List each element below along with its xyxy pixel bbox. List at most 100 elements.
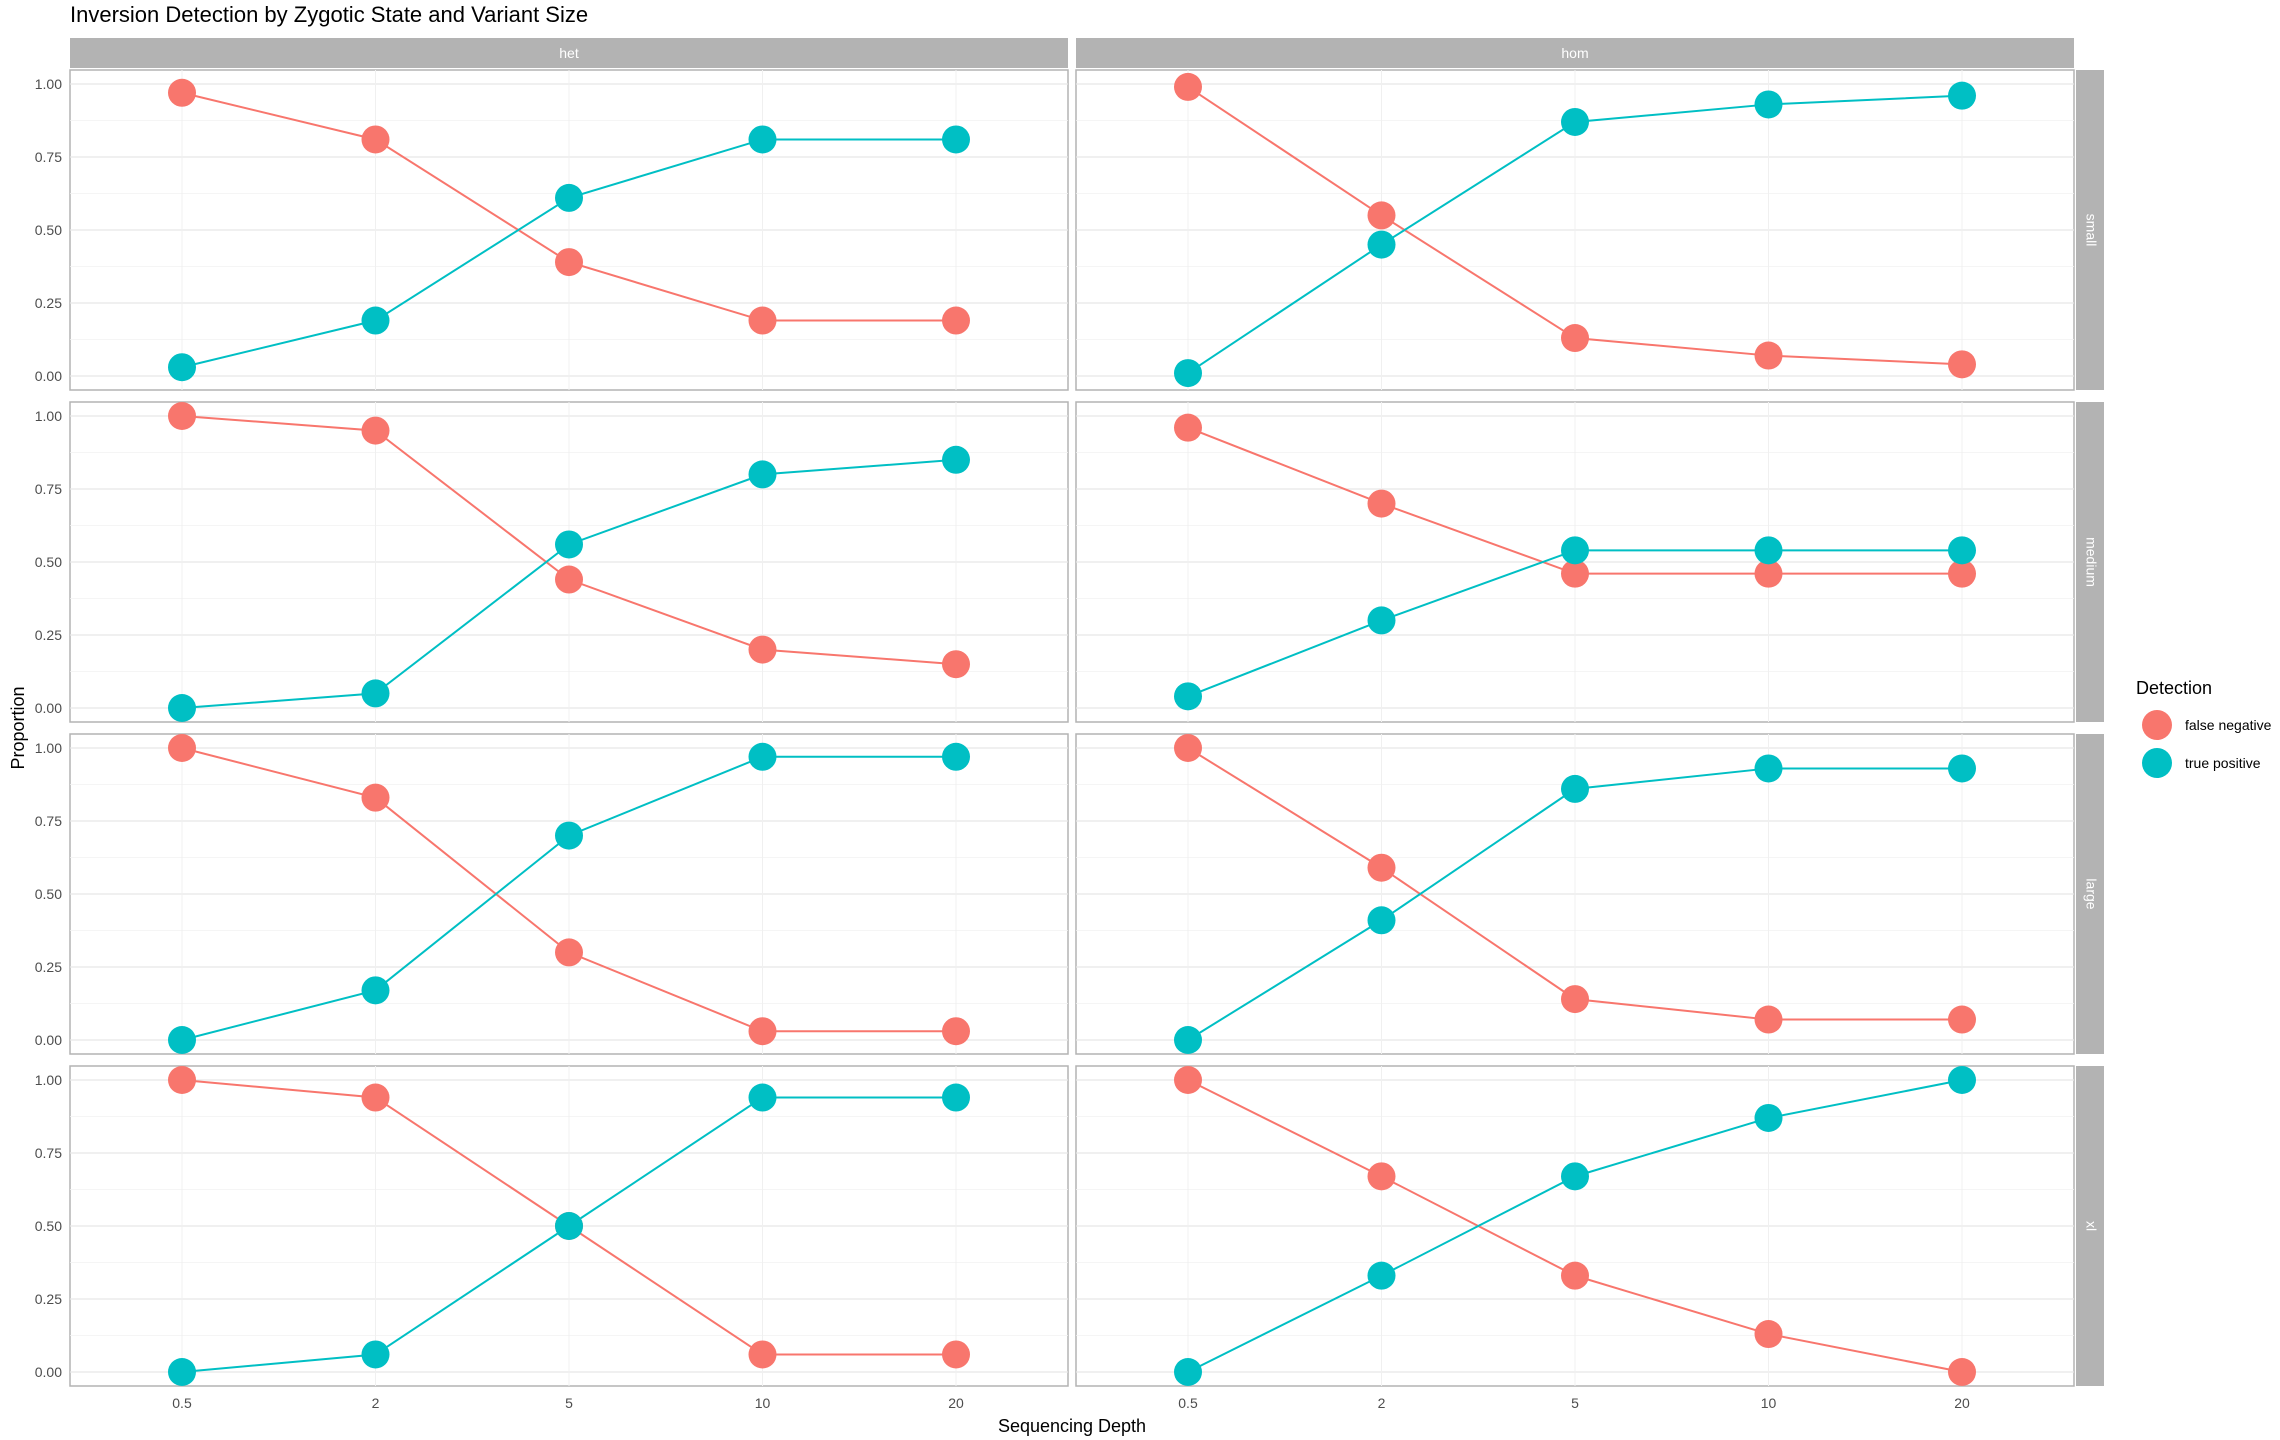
facet-row-label: medium [2083, 537, 2099, 587]
data-point-false-negative [1948, 1005, 1976, 1034]
data-point-true-positive [1174, 359, 1202, 388]
data-point-false-negative [1174, 413, 1202, 442]
facet-strip-row [2076, 734, 2104, 1054]
facet-strip-row [2076, 402, 2104, 722]
data-point-false-negative [1367, 853, 1396, 882]
data-point-true-positive [1754, 754, 1783, 783]
data-point-true-positive [1948, 1066, 1976, 1094]
data-point-false-negative [1948, 559, 1976, 588]
legend-label: true positive [2185, 755, 2261, 771]
data-point-true-positive [1561, 107, 1589, 136]
y-tick-label: 0.50 [35, 886, 62, 902]
y-tick-label: 0.50 [35, 1218, 62, 1234]
facet-strip-col [1076, 38, 2074, 68]
data-point-false-negative [168, 734, 196, 762]
facet-row-label: xl [2083, 1221, 2099, 1231]
facet-row-label: small [2083, 214, 2099, 247]
data-point-false-negative [1754, 341, 1783, 370]
chart-title: Inversion Detection by Zygotic State and… [70, 2, 589, 27]
data-point-false-negative [748, 1017, 777, 1046]
x-tick-label: 20 [1954, 1395, 1970, 1411]
x-tick-label: 5 [1571, 1395, 1579, 1411]
data-point-false-negative [1367, 489, 1396, 518]
data-point-false-negative [748, 635, 777, 664]
y-tick-label: 1.00 [35, 740, 62, 756]
data-point-false-negative [1174, 72, 1202, 101]
data-point-true-positive [555, 821, 583, 850]
y-tick-label: 0.00 [35, 1032, 62, 1048]
facet-strip-row [2076, 70, 2104, 390]
data-point-true-positive [361, 679, 390, 708]
data-point-false-negative [942, 1340, 970, 1369]
y-tick-label: 0.25 [35, 959, 62, 975]
data-point-true-positive [1367, 1261, 1396, 1290]
facet-strip-row [2076, 1066, 2104, 1386]
data-point-true-positive [942, 445, 970, 474]
data-point-false-negative [1367, 1162, 1396, 1191]
data-point-false-negative [942, 650, 970, 679]
data-point-false-negative [168, 402, 196, 430]
data-point-true-positive [168, 1026, 196, 1054]
legend-label: false negative [2185, 717, 2272, 733]
data-point-false-negative [168, 1066, 196, 1094]
data-point-true-positive [1948, 754, 1976, 783]
y-tick-label: 0.25 [35, 1291, 62, 1307]
data-point-true-positive [1174, 1026, 1202, 1054]
data-point-false-negative [555, 565, 583, 594]
y-tick-label: 0.75 [35, 149, 62, 165]
data-point-true-positive [168, 694, 196, 722]
y-tick-label: 1.00 [35, 76, 62, 92]
data-point-false-negative [1754, 1005, 1783, 1034]
y-tick-label: 0.50 [35, 554, 62, 570]
x-tick-label: 0.5 [1178, 1395, 1198, 1411]
data-point-true-positive [1174, 1358, 1202, 1386]
data-point-true-positive [1948, 81, 1976, 110]
y-tick-label: 0.00 [35, 1364, 62, 1380]
y-tick-label: 0.25 [35, 295, 62, 311]
data-point-true-positive [942, 742, 970, 771]
data-point-true-positive [555, 1212, 583, 1240]
x-tick-label: 10 [1761, 1395, 1777, 1411]
data-point-false-negative [1754, 559, 1783, 588]
y-tick-label: 0.25 [35, 627, 62, 643]
data-point-false-negative [555, 248, 583, 277]
y-tick-label: 0.75 [35, 1145, 62, 1161]
data-point-true-positive [1174, 682, 1202, 711]
data-point-false-negative [1367, 201, 1396, 230]
data-point-true-positive [1754, 90, 1783, 119]
data-point-false-negative [361, 416, 390, 445]
data-point-false-negative [942, 306, 970, 335]
legend-swatch [2142, 710, 2172, 740]
data-point-true-positive [748, 742, 777, 771]
data-point-true-positive [748, 125, 777, 154]
data-point-false-negative [168, 78, 196, 107]
data-point-false-negative [748, 306, 777, 335]
data-point-true-positive [942, 125, 970, 154]
data-point-false-negative [361, 125, 390, 154]
data-point-true-positive [1561, 1162, 1589, 1191]
data-point-false-negative [555, 938, 583, 967]
data-point-true-positive [1754, 536, 1783, 565]
data-point-true-positive [1367, 230, 1396, 259]
data-point-false-negative [1561, 324, 1589, 353]
y-tick-label: 0.00 [35, 368, 62, 384]
data-point-true-positive [1948, 536, 1976, 565]
y-axis-title: Proportion [8, 686, 28, 769]
data-point-false-negative [1948, 350, 1976, 379]
x-tick-label: 20 [948, 1395, 964, 1411]
data-point-true-positive [1561, 536, 1589, 565]
data-point-false-negative [942, 1017, 970, 1046]
data-point-false-negative [1174, 734, 1202, 762]
data-point-false-negative [361, 1083, 390, 1112]
y-tick-label: 1.00 [35, 408, 62, 424]
data-point-true-positive [555, 530, 583, 559]
data-point-true-positive [942, 1083, 970, 1112]
data-point-true-positive [748, 460, 777, 489]
x-tick-label: 2 [1378, 1395, 1386, 1411]
data-point-true-positive [361, 1340, 390, 1369]
data-point-true-positive [361, 306, 390, 335]
y-tick-label: 0.50 [35, 222, 62, 238]
facet-strip-col [70, 38, 1068, 68]
data-point-true-positive [1367, 606, 1396, 635]
data-point-true-positive [361, 976, 390, 1005]
